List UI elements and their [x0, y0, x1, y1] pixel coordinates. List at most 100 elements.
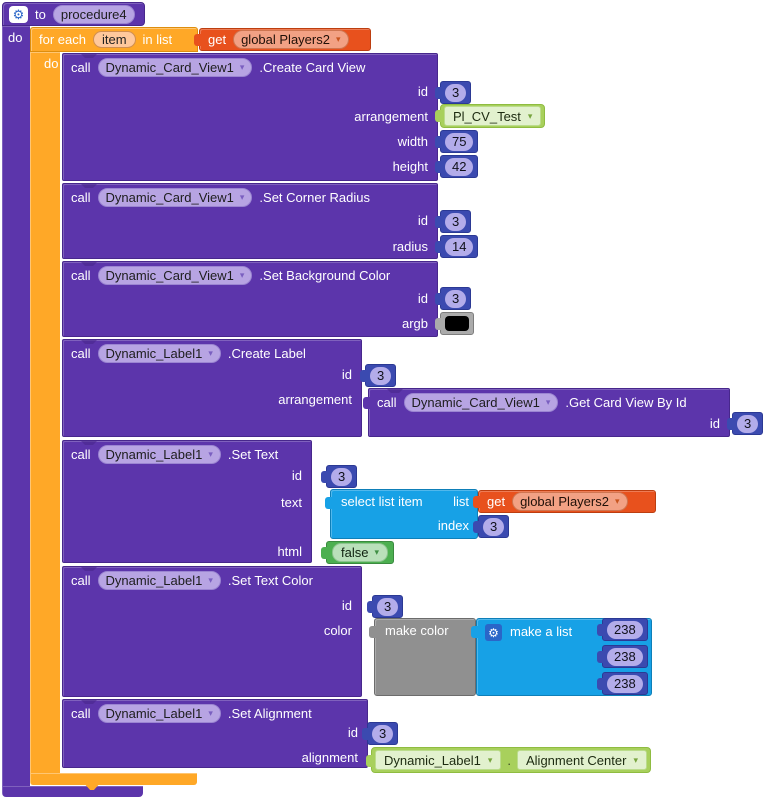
value-plug	[597, 678, 604, 690]
param-id-label: id	[347, 725, 358, 740]
param-width-label: width	[397, 134, 428, 149]
param-id-label: id	[341, 598, 352, 613]
call-label: call	[71, 572, 91, 588]
block-select-list-item[interactable]: select list item list index	[325, 489, 478, 539]
chevron-down-icon: ▾	[208, 448, 213, 459]
block-make-color[interactable]: make color	[369, 618, 476, 696]
chevron-down-icon: ▾	[239, 269, 245, 280]
param-html-label: html	[277, 544, 302, 559]
select-list-item-label: select list item	[341, 494, 423, 509]
mutator-gear-icon[interactable]: ⚙	[9, 5, 28, 23]
number-block-id[interactable]: 3	[435, 81, 472, 104]
number-block-index[interactable]: 3	[473, 515, 510, 538]
value-plug	[321, 547, 328, 559]
alignment-component-dropdown[interactable]: Dynamic_Label1 ▾	[375, 750, 502, 770]
variable-dropdown[interactable]: global Players2 ▾	[512, 492, 628, 511]
number-block-id[interactable]: 3	[362, 722, 399, 745]
number-block-height[interactable]: 42	[435, 155, 479, 178]
call-label: call	[71, 59, 91, 75]
block-set-alignment[interactable]: call Dynamic_Label1 ▾ .Set Alignment id a…	[62, 699, 368, 768]
component-dropdown[interactable]: Dynamic_Card_View1 ▾	[403, 392, 559, 412]
block-create-label[interactable]: call Dynamic_Label1 ▾ .Create Label id ar…	[62, 339, 362, 437]
get-label: get	[208, 32, 227, 47]
chevron-down-icon: ▾	[527, 110, 533, 121]
value-plug	[363, 397, 370, 409]
for-each-label: for each	[39, 32, 86, 47]
number-block-width[interactable]: 75	[435, 130, 479, 153]
chevron-down-icon: ▾	[208, 347, 213, 358]
param-color-label: color	[323, 623, 352, 638]
chevron-down-icon: ▾	[208, 707, 213, 718]
value-plug	[435, 161, 442, 173]
component-value-block[interactable]: Pl_CV_Test ▾	[435, 104, 546, 128]
value-plug	[435, 110, 442, 122]
foreach-bottom-notch	[85, 785, 99, 790]
number-block-id[interactable]: 3	[360, 364, 397, 387]
component-dropdown[interactable]: Dynamic_Label1 ▾	[97, 570, 221, 590]
get-variable-block[interactable]: get global Players2 ▾	[473, 490, 656, 513]
call-label: call	[71, 267, 91, 283]
call-label: call	[71, 705, 91, 721]
block-set-text[interactable]: call Dynamic_Label1 ▾ .Set Text id text h…	[62, 440, 312, 563]
param-id-label: id	[417, 291, 428, 306]
component-dropdown[interactable]: Dynamic_Label1 ▾	[97, 343, 221, 363]
block-set-text-color[interactable]: call Dynamic_Label1 ▾ .Set Text Color id …	[62, 566, 362, 697]
component-dropdown[interactable]: Dynamic_Label1 ▾	[97, 444, 221, 464]
param-arrangement-label: arrangement	[278, 392, 352, 407]
number-block-id[interactable]: 3	[321, 465, 358, 488]
method-label: .Create Card View	[259, 59, 366, 75]
procedure-name-field[interactable]: procedure4	[52, 4, 135, 24]
chevron-down-icon: ▾	[374, 547, 379, 557]
block-set-background-color[interactable]: call Dynamic_Card_View1 ▾ .Set Background…	[62, 261, 438, 337]
make-color-label: make color	[385, 623, 449, 638]
block-set-corner-radius[interactable]: call Dynamic_Card_View1 ▾ .Set Corner Rad…	[62, 183, 438, 259]
number-block-green[interactable]: 238	[597, 645, 648, 668]
number-block-radius[interactable]: 14	[435, 235, 479, 258]
value-plug	[473, 496, 480, 508]
value-plug	[435, 216, 442, 228]
component-dropdown[interactable]: Dynamic_Label1 ▾	[97, 703, 221, 723]
logic-dropdown[interactable]: false ▾	[332, 543, 388, 562]
value-plug	[360, 370, 367, 382]
alignment-value-block[interactable]: Dynamic_Label1 ▾ . Alignment Center ▾	[366, 747, 651, 773]
method-label: .Get Card View By Id	[565, 394, 687, 410]
chevron-down-icon: ▾	[335, 34, 341, 44]
call-label: call	[377, 394, 397, 410]
block-create-card-view[interactable]: call Dynamic_Card_View1 ▾ .Create Card Vi…	[62, 53, 438, 181]
dot-separator: .	[507, 752, 511, 768]
logic-false-block[interactable]: false ▾	[321, 541, 394, 564]
to-label: to	[35, 6, 46, 22]
foreach-block-header[interactable]: for each item in list	[30, 27, 198, 52]
number-block-blue[interactable]: 238	[597, 672, 648, 695]
variable-dropdown[interactable]: global Players2 ▾	[233, 30, 349, 49]
procedure-do-label: do	[8, 30, 23, 45]
get-variable-block[interactable]: get global Players2 ▾	[194, 28, 371, 51]
foreach-block-footer	[30, 773, 197, 785]
mutator-gear-icon[interactable]: ⚙	[485, 624, 502, 641]
index-label: index	[437, 518, 469, 533]
number-block-id[interactable]: 3	[727, 412, 764, 435]
black-color-swatch[interactable]	[445, 316, 469, 331]
method-label: .Create Label	[227, 345, 306, 361]
block-get-card-view-by-id[interactable]: call Dynamic_Card_View1 ▾ .Get Card View …	[363, 388, 730, 437]
alignment-center-dropdown[interactable]: Alignment Center ▾	[517, 750, 647, 770]
method-label: .Set Corner Radius	[259, 189, 370, 205]
component-dropdown[interactable]: Dynamic_Card_View1 ▾	[97, 57, 253, 77]
value-plug	[194, 34, 201, 46]
param-id-label: id	[709, 416, 720, 431]
chevron-down-icon: ▾	[239, 191, 245, 202]
number-block-red[interactable]: 238	[597, 618, 648, 641]
procedure-block-header[interactable]: ⚙ to procedure4	[2, 2, 145, 26]
number-block-id[interactable]: 3	[435, 210, 472, 233]
number-block-id[interactable]: 3	[367, 595, 404, 618]
color-value-block[interactable]	[435, 312, 474, 335]
foreach-do-label: do	[44, 56, 59, 71]
param-id-label: id	[341, 367, 352, 382]
number-block-id[interactable]: 3	[435, 287, 472, 310]
value-plug	[435, 87, 442, 99]
component-dropdown[interactable]: Dynamic_Card_View1 ▾	[97, 265, 253, 285]
component-dropdown[interactable]: Dynamic_Card_View1 ▾	[97, 187, 253, 207]
foreach-item-field[interactable]: item	[92, 31, 136, 48]
value-plug	[435, 293, 442, 305]
